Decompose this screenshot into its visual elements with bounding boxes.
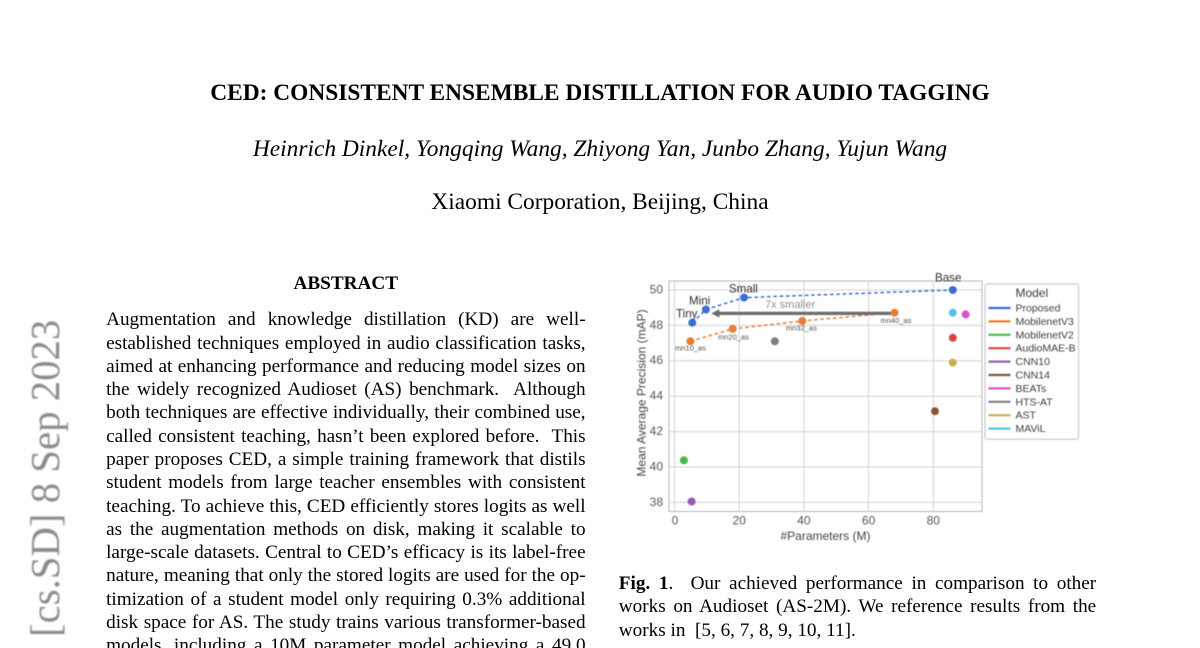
svg-text:46: 46 xyxy=(650,353,664,367)
svg-text:Mean Average Precision (mAP): Mean Average Precision (mAP) xyxy=(635,309,649,476)
svg-text:42: 42 xyxy=(650,424,664,438)
svg-text:mn20_as: mn20_as xyxy=(718,333,749,342)
svg-text:50: 50 xyxy=(650,282,664,296)
svg-text:38: 38 xyxy=(650,495,664,509)
svg-text:mn32_as: mn32_as xyxy=(786,324,817,333)
svg-text:Small: Small xyxy=(729,282,758,295)
svg-text:mn10_as: mn10_as xyxy=(675,344,706,353)
svg-text:CNN10: CNN10 xyxy=(1016,356,1051,368)
svg-text:7x smaller: 7x smaller xyxy=(765,299,815,311)
svg-text:HTS-AT: HTS-AT xyxy=(1016,396,1054,408)
svg-text:CNN14: CNN14 xyxy=(1016,370,1051,382)
svg-text:mn40_as: mn40_as xyxy=(881,316,912,325)
svg-text:Tiny: Tiny xyxy=(676,308,698,321)
svg-text:MAViL: MAViL xyxy=(1016,423,1046,435)
svg-text:40: 40 xyxy=(650,459,664,473)
svg-text:AudioMAE-B: AudioMAE-B xyxy=(1016,343,1076,355)
svg-text:MobilenetV3: MobilenetV3 xyxy=(1016,316,1075,328)
svg-text:44: 44 xyxy=(650,389,664,403)
svg-text:40: 40 xyxy=(797,514,811,528)
svg-text:Base: Base xyxy=(935,272,961,285)
svg-text:Model: Model xyxy=(1015,286,1048,300)
svg-text:60: 60 xyxy=(862,514,876,528)
svg-text:48: 48 xyxy=(650,318,664,332)
svg-text:AST: AST xyxy=(1016,410,1037,422)
svg-text:Mini: Mini xyxy=(689,295,710,308)
svg-text:Proposed: Proposed xyxy=(1016,303,1061,315)
svg-text:0: 0 xyxy=(672,514,679,528)
svg-text:MobilenetV2: MobilenetV2 xyxy=(1016,329,1075,341)
svg-text:80: 80 xyxy=(927,514,941,528)
svg-text:BEATs: BEATs xyxy=(1016,383,1047,395)
svg-text:20: 20 xyxy=(733,514,747,528)
svg-text:#Parameters (M): #Parameters (M) xyxy=(780,529,870,543)
